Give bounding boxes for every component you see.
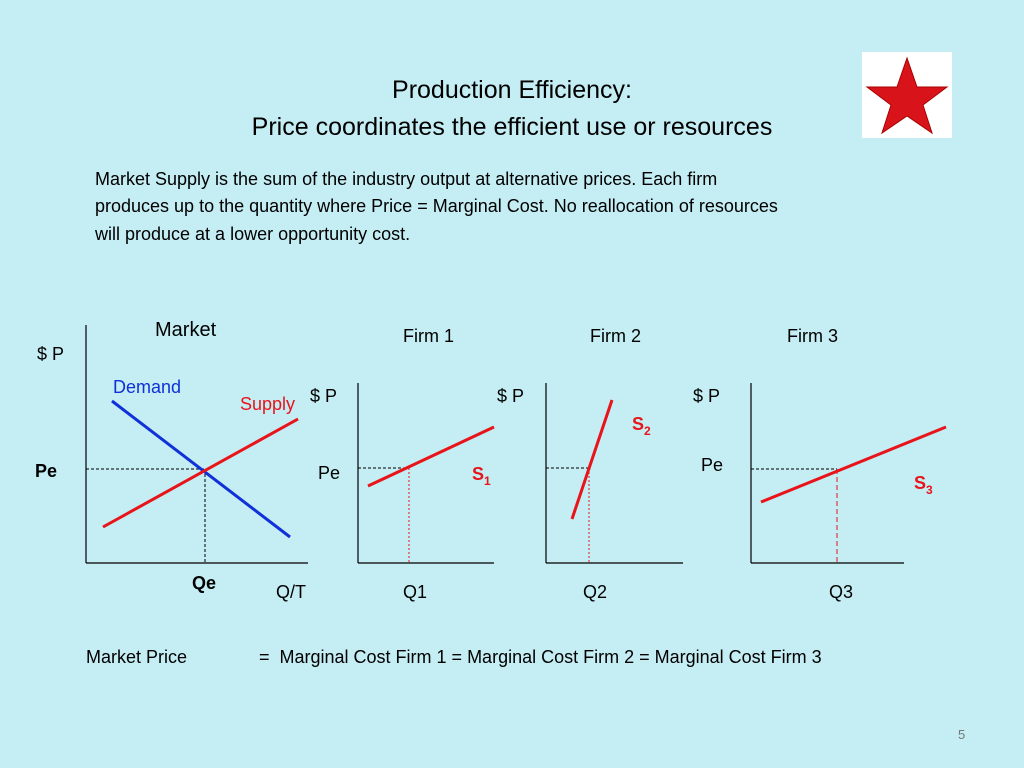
star-logo <box>862 52 952 138</box>
body-line: Market Supply is the sum of the industry… <box>95 169 717 189</box>
market-diagram <box>85 325 308 564</box>
quantity-label: Q2 <box>583 582 607 602</box>
body-line: will produce at a lower opportunity cost… <box>94 224 410 244</box>
supply-letter: S <box>632 414 644 434</box>
supply-subscript: 2 <box>644 424 651 438</box>
supply-label: Supply <box>240 394 295 414</box>
body-line: produces up to the quantity where Price … <box>95 196 778 216</box>
firm-diagram <box>750 383 947 564</box>
price-label: Pe <box>35 461 57 481</box>
supply-letter: S <box>914 473 926 493</box>
page-number: 5 <box>958 727 965 742</box>
quantity-label: Q1 <box>403 582 427 602</box>
y-label: $ P <box>693 386 720 406</box>
price-label: Pe <box>701 455 723 475</box>
supply-subscript: 1 <box>484 474 491 488</box>
title-line: Production Efficiency: <box>392 76 632 104</box>
y-label: $ P <box>497 386 524 406</box>
quantity-label: Q3 <box>829 582 853 602</box>
demand-label: Demand <box>113 377 181 397</box>
supply-label: S2 <box>632 414 651 438</box>
footer-left: Market Price <box>86 647 187 667</box>
firm-title: Firm 1 <box>403 326 454 346</box>
firm-title: Firm 3 <box>787 326 838 346</box>
firm-diagram <box>545 383 683 564</box>
firm-diagram <box>357 383 495 564</box>
x-label: Q/T <box>276 582 306 602</box>
y-label: $ P <box>37 344 64 364</box>
supply-subscript: 3 <box>926 483 933 497</box>
market-title: Market <box>155 319 217 341</box>
supply-label: S3 <box>914 473 933 497</box>
price-label: Pe <box>318 463 340 483</box>
footer-right: = Marginal Cost Firm 1 = Marginal Cost F… <box>259 647 822 667</box>
quantity-label: Qe <box>192 573 216 593</box>
y-label: $ P <box>310 386 337 406</box>
supply-letter: S <box>472 464 484 484</box>
supply-label: S1 <box>472 464 491 488</box>
title-line: Price coordinates the efficient use or r… <box>252 113 773 141</box>
firm-title: Firm 2 <box>590 326 641 346</box>
